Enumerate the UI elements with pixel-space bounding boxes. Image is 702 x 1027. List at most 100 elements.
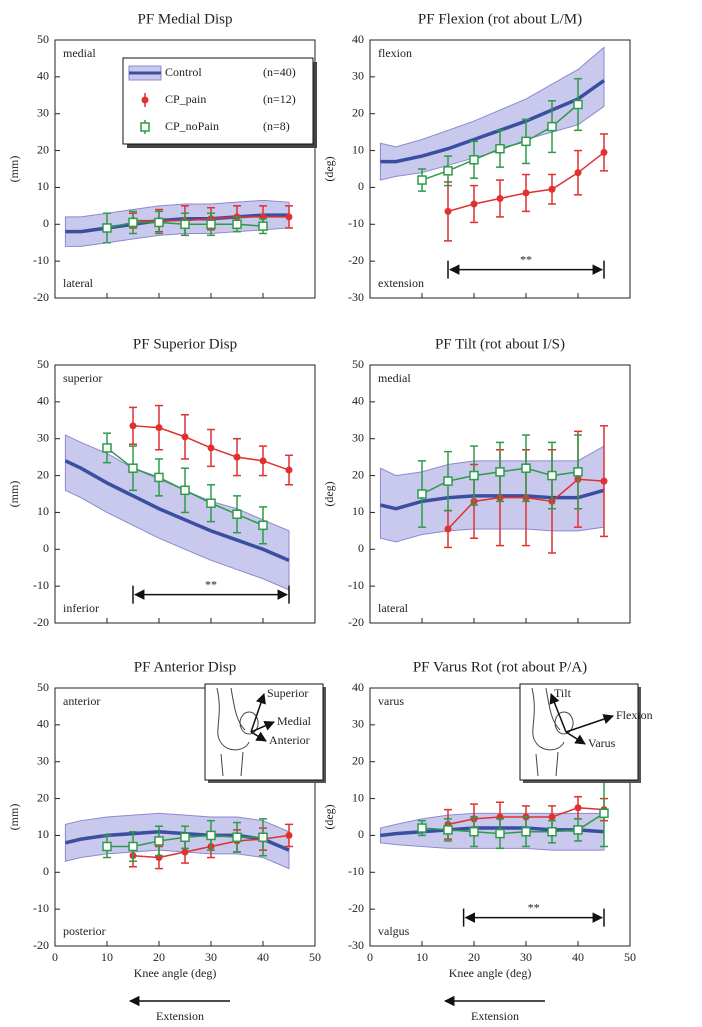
point bbox=[102, 841, 112, 852]
inset-arrow bbox=[250, 693, 266, 733]
y-tick-label: -10 bbox=[348, 578, 364, 592]
point bbox=[417, 823, 427, 833]
legend-count: (n=8) bbox=[263, 119, 290, 133]
point bbox=[232, 509, 242, 520]
bottom-label: lateral bbox=[378, 601, 409, 615]
control-line bbox=[379, 488, 605, 511]
point bbox=[258, 221, 268, 231]
y-tick-label: 40 bbox=[37, 69, 49, 83]
x-tick-label: 30 bbox=[520, 950, 532, 964]
y-tick-label: -20 bbox=[348, 901, 364, 915]
x-tick-label: 0 bbox=[52, 950, 58, 964]
point bbox=[522, 189, 530, 197]
y-axis-label: (mm) bbox=[7, 481, 21, 508]
point bbox=[574, 804, 582, 812]
point bbox=[128, 463, 138, 473]
point bbox=[285, 466, 293, 474]
x-tick-label: 20 bbox=[468, 950, 480, 964]
knee-drawing bbox=[216, 687, 259, 777]
y-tick-label: 20 bbox=[37, 790, 49, 804]
plot-frame bbox=[369, 39, 631, 299]
point bbox=[206, 219, 216, 230]
control-line bbox=[65, 213, 289, 234]
y-tick-label: 30 bbox=[37, 105, 49, 119]
top-label: superior bbox=[63, 371, 102, 385]
point bbox=[443, 166, 453, 176]
point bbox=[206, 498, 216, 508]
point bbox=[443, 476, 453, 486]
point bbox=[233, 453, 241, 461]
significance-label: ** bbox=[205, 577, 217, 591]
control-line bbox=[380, 79, 606, 164]
y-tick-label: 20 bbox=[352, 467, 364, 481]
y-tick-label: 40 bbox=[352, 32, 364, 46]
inset-arrow bbox=[565, 731, 586, 745]
y-tick-label: -10 bbox=[33, 901, 49, 915]
point bbox=[417, 175, 427, 185]
point bbox=[548, 185, 556, 193]
x-tick-label: 30 bbox=[205, 950, 217, 964]
y-tick-label: -10 bbox=[33, 578, 49, 592]
bottom-label: extension bbox=[378, 276, 424, 290]
significance-label: ** bbox=[528, 900, 540, 914]
y-tick-label: -10 bbox=[348, 216, 364, 230]
y-tick-label: 10 bbox=[352, 504, 364, 518]
point bbox=[444, 525, 452, 533]
y-tick-label: 50 bbox=[352, 357, 364, 371]
point bbox=[444, 207, 452, 215]
y-tick-label: 20 bbox=[352, 105, 364, 119]
top-label: varus bbox=[378, 694, 404, 708]
point bbox=[495, 143, 505, 154]
point bbox=[285, 213, 293, 221]
inset-arrow bbox=[565, 714, 614, 733]
y-tick-label: 10 bbox=[37, 179, 49, 193]
y-tick-label: -20 bbox=[33, 615, 49, 629]
x-tick-label: 0 bbox=[367, 950, 373, 964]
point bbox=[129, 422, 137, 430]
point bbox=[417, 489, 427, 499]
point bbox=[547, 121, 557, 132]
point bbox=[155, 424, 163, 432]
inset-label: Flexion bbox=[616, 708, 653, 722]
chart-title: PF Flexion (rot about L/M) bbox=[418, 11, 582, 27]
point bbox=[285, 831, 293, 839]
point bbox=[573, 467, 583, 477]
point bbox=[128, 217, 138, 228]
point bbox=[102, 443, 112, 453]
y-tick-label: 30 bbox=[352, 717, 364, 731]
point bbox=[574, 169, 582, 177]
point bbox=[573, 825, 583, 835]
significance-label: ** bbox=[520, 252, 532, 266]
inset-label: Tilt bbox=[554, 686, 572, 700]
top-label: flexion bbox=[378, 46, 412, 60]
y-tick-label: -20 bbox=[348, 615, 364, 629]
point bbox=[128, 841, 138, 852]
point bbox=[548, 813, 556, 821]
chart-title: PF Tilt (rot about I/S) bbox=[435, 336, 565, 352]
direction-label: Extension bbox=[156, 1009, 204, 1023]
y-tick-label: -10 bbox=[348, 864, 364, 878]
y-tick-label: 30 bbox=[352, 430, 364, 444]
control-line bbox=[64, 459, 290, 562]
y-tick-label: 10 bbox=[37, 504, 49, 518]
x-tick-label: 10 bbox=[416, 950, 428, 964]
point bbox=[154, 836, 164, 846]
point bbox=[469, 155, 479, 165]
bottom-label: posterior bbox=[63, 924, 106, 938]
x-axis-label: Knee angle (deg) bbox=[134, 966, 217, 980]
inset-label: Superior bbox=[267, 686, 308, 700]
control-band bbox=[64, 812, 290, 870]
legend-count: (n=12) bbox=[263, 92, 296, 106]
point bbox=[181, 848, 189, 856]
legend-marker bbox=[141, 96, 149, 104]
plot-frame bbox=[54, 39, 316, 299]
point bbox=[521, 826, 531, 837]
y-tick-label: 20 bbox=[37, 142, 49, 156]
x-tick-label: 50 bbox=[309, 950, 321, 964]
legend-marker bbox=[140, 122, 150, 132]
point bbox=[180, 219, 190, 230]
legend-label: CP_pain bbox=[165, 92, 206, 106]
y-tick-label: 20 bbox=[37, 467, 49, 481]
inset-label: Medial bbox=[277, 714, 312, 728]
